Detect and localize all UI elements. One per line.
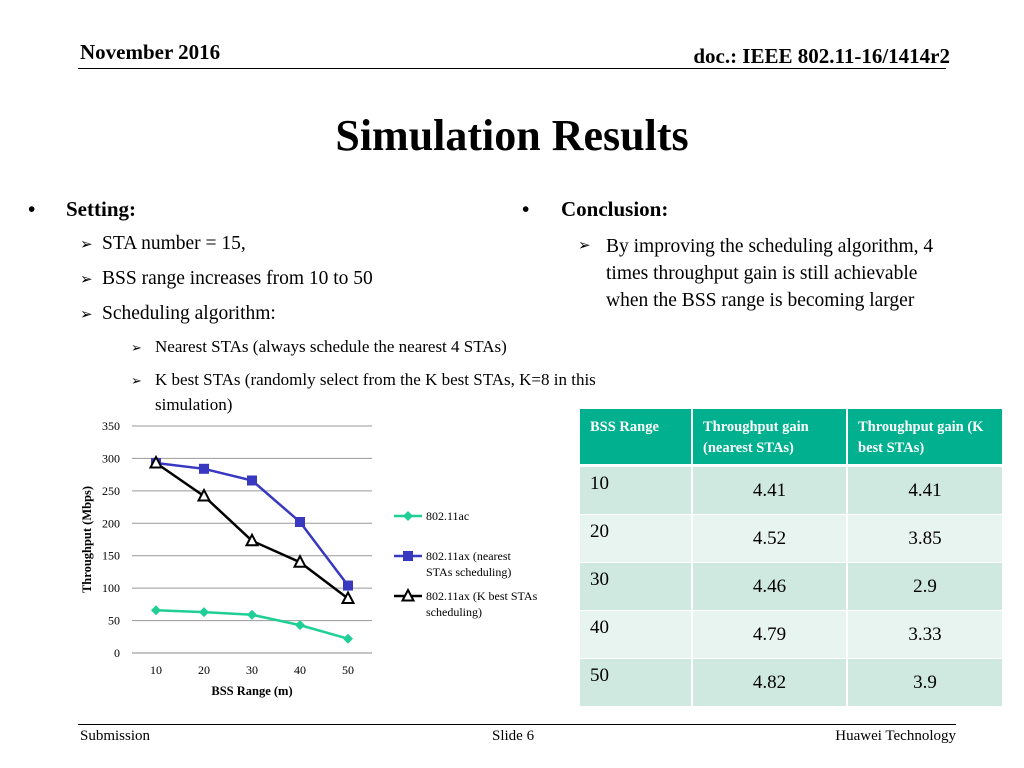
table-header-cell: Throughput gain (K best STAs) xyxy=(847,409,1004,467)
throughput-line-chart: 0 50 100 150 200 250 300 350 10 20 30 40 50 BSS Range… xyxy=(80,419,538,698)
setting-item: ➢ BSS range increases from 10 to 50 xyxy=(80,268,373,289)
legend-marker xyxy=(403,511,413,521)
conclusion-bullet: • xyxy=(522,197,530,221)
conclusion-heading: Conclusion: xyxy=(561,197,669,221)
legend-entry: 802.11ac xyxy=(426,509,469,523)
table-cell: 3.85 xyxy=(847,514,1004,563)
x-axis-label: BSS Range (m) xyxy=(211,684,292,698)
table-cell: 4.82 xyxy=(692,658,848,707)
x-tick-label: 30 xyxy=(246,663,258,677)
data-point xyxy=(343,633,353,644)
table-cell: 2.9 xyxy=(847,562,1004,611)
table-cell: 50 xyxy=(580,658,693,707)
table-row: 10 4.41 4.41 xyxy=(580,465,1004,515)
footer-slide-number: Slide 6 xyxy=(492,728,535,744)
table-header-row: BSS Range Throughput gain (nearest STAs)… xyxy=(580,409,1004,467)
arrow-bullet-icon: ➢ xyxy=(131,373,142,388)
y-tick-label: 350 xyxy=(102,419,120,433)
table-cell: 4.41 xyxy=(692,465,848,515)
table-cell: 3.9 xyxy=(847,658,1004,707)
arrow-bullet-icon: ➢ xyxy=(80,307,93,323)
y-tick-label: 300 xyxy=(102,451,120,465)
data-point xyxy=(247,609,257,620)
data-point xyxy=(247,475,257,486)
footer-organization: Huawei Technology xyxy=(835,728,956,744)
table-row: 50 4.82 3.9 xyxy=(580,658,1004,707)
setting-item: ➢ STA number = 15, xyxy=(80,233,246,254)
header-rule xyxy=(78,68,946,69)
y-tick-label: 0 xyxy=(114,646,120,660)
table-cell: 4.52 xyxy=(692,514,848,563)
slide-title: Simulation Results xyxy=(335,111,689,160)
x-tick-label: 50 xyxy=(342,663,354,677)
x-tick-label: 10 xyxy=(150,663,162,677)
arrow-bullet-icon: ➢ xyxy=(80,272,93,288)
setting-subitem: ➢ K best STAs (randomly select from the K… xyxy=(131,370,596,414)
setting-bullet: • xyxy=(28,197,36,221)
arrow-bullet-icon: ➢ xyxy=(578,238,591,254)
x-tick-label: 20 xyxy=(198,663,210,677)
setting-subitem: ➢ Nearest STAs (always schedule the neare… xyxy=(131,337,507,356)
data-point xyxy=(148,454,164,469)
table-cell: 10 xyxy=(580,465,693,515)
table-row: 30 4.46 2.9 xyxy=(580,562,1004,611)
table-cell: 40 xyxy=(580,610,693,659)
legend-entry: 802.11ax (nearest STAs scheduling) xyxy=(426,549,512,579)
data-point xyxy=(244,532,260,547)
y-tick-label: 150 xyxy=(102,549,120,563)
data-point xyxy=(340,590,356,605)
y-tick-label: 100 xyxy=(102,581,120,595)
legend-marker xyxy=(403,551,413,561)
data-point xyxy=(292,554,308,568)
conclusion-text: By improving the scheduling algorithm, 4… xyxy=(606,236,934,311)
y-tick-label: 200 xyxy=(102,516,120,530)
y-tick-label: 250 xyxy=(102,484,120,498)
table-cell: 4.41 xyxy=(847,465,1004,515)
table-cell: 30 xyxy=(580,562,693,611)
table-header-cell: Throughput gain (nearest STAs) xyxy=(692,409,848,467)
data-point xyxy=(199,607,209,618)
data-point xyxy=(295,516,305,527)
data-point xyxy=(295,620,305,631)
data-point xyxy=(196,487,212,502)
data-point xyxy=(199,463,209,474)
throughput-gain-table: BSS Range Throughput gain (nearest STAs)… xyxy=(580,409,1004,707)
table-header-cell: BSS Range xyxy=(580,409,693,467)
legend-entry: 802.11ax (K best STAs scheduling) xyxy=(426,589,538,619)
arrow-bullet-icon: ➢ xyxy=(80,237,93,253)
data-point xyxy=(343,580,353,591)
table-row: 40 4.79 3.33 xyxy=(580,610,1004,659)
x-tick-label: 40 xyxy=(294,663,306,677)
table-row: 20 4.52 3.85 xyxy=(580,514,1004,563)
setting-item: ➢ Scheduling algorithm: xyxy=(80,303,276,324)
table-cell: 3.33 xyxy=(847,610,1004,659)
data-point xyxy=(151,605,161,616)
header-doc-id: doc.: IEEE 802.11-16/1414r2 xyxy=(693,44,950,68)
header-date: November 2016 xyxy=(80,40,221,64)
y-tick-label: 50 xyxy=(108,614,120,628)
y-axis-label: Throughput (Mbps) xyxy=(80,486,94,593)
setting-heading: Setting: xyxy=(66,197,136,221)
arrow-bullet-icon: ➢ xyxy=(131,340,142,355)
footer-rule xyxy=(78,724,956,725)
table-cell: 4.46 xyxy=(692,562,848,611)
legend-marker xyxy=(400,587,416,602)
table-cell: 20 xyxy=(580,514,693,563)
table-cell: 4.79 xyxy=(692,610,848,659)
footer-submission: Submission xyxy=(80,728,151,744)
